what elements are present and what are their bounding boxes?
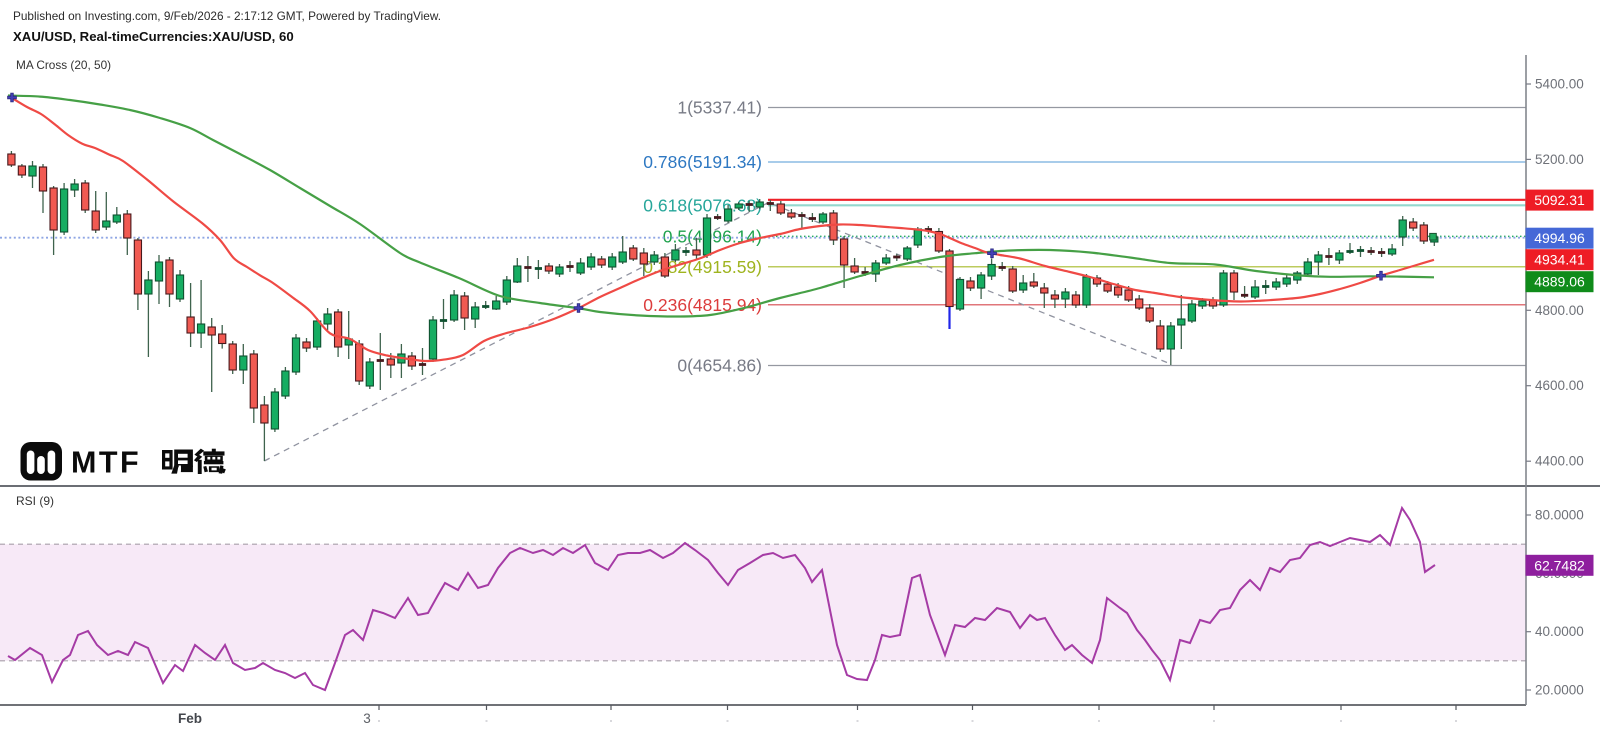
svg-text:0.236(4815.94): 0.236(4815.94)	[643, 295, 762, 315]
svg-text:3: 3	[363, 711, 371, 726]
svg-text:4934.41: 4934.41	[1534, 252, 1585, 268]
svg-text:20.0000: 20.0000	[1535, 683, 1584, 698]
svg-text:0(4654.86): 0(4654.86)	[677, 356, 762, 376]
svg-text:4800.00: 4800.00	[1535, 303, 1584, 318]
svg-text:0.618(5076.68): 0.618(5076.68)	[643, 195, 762, 215]
svg-text:1(5337.41): 1(5337.41)	[677, 98, 762, 118]
svg-text:5400.00: 5400.00	[1535, 77, 1584, 92]
svg-text:Published on Investing.com, 9/: Published on Investing.com, 9/Feb/2026 -…	[13, 9, 441, 23]
svg-text:MTF: MTF	[71, 446, 141, 480]
svg-text:5092.31: 5092.31	[1534, 192, 1585, 208]
svg-text:0.786(5191.34): 0.786(5191.34)	[643, 152, 762, 172]
svg-text:4994.96: 4994.96	[1534, 230, 1585, 246]
svg-text:MA Cross (20, 50): MA Cross (20, 50)	[16, 58, 111, 72]
svg-text:4889.06: 4889.06	[1534, 274, 1585, 290]
svg-text:Feb: Feb	[178, 711, 202, 726]
svg-text:4600.00: 4600.00	[1535, 378, 1584, 393]
svg-text:40.0000: 40.0000	[1535, 624, 1584, 639]
svg-text:XAU/USD, Real-timeCurrencies:X: XAU/USD, Real-timeCurrencies:XAU/USD, 60	[13, 29, 294, 44]
svg-text:80.0000: 80.0000	[1535, 508, 1584, 523]
svg-text:RSI (9): RSI (9)	[16, 494, 54, 508]
svg-text:4400.00: 4400.00	[1535, 454, 1584, 469]
svg-text:0.5(4996.14): 0.5(4996.14)	[663, 226, 762, 246]
svg-text:0.382(4915.59): 0.382(4915.59)	[643, 257, 762, 277]
svg-text:5200.00: 5200.00	[1535, 152, 1584, 167]
svg-text:62.7482: 62.7482	[1534, 557, 1585, 573]
